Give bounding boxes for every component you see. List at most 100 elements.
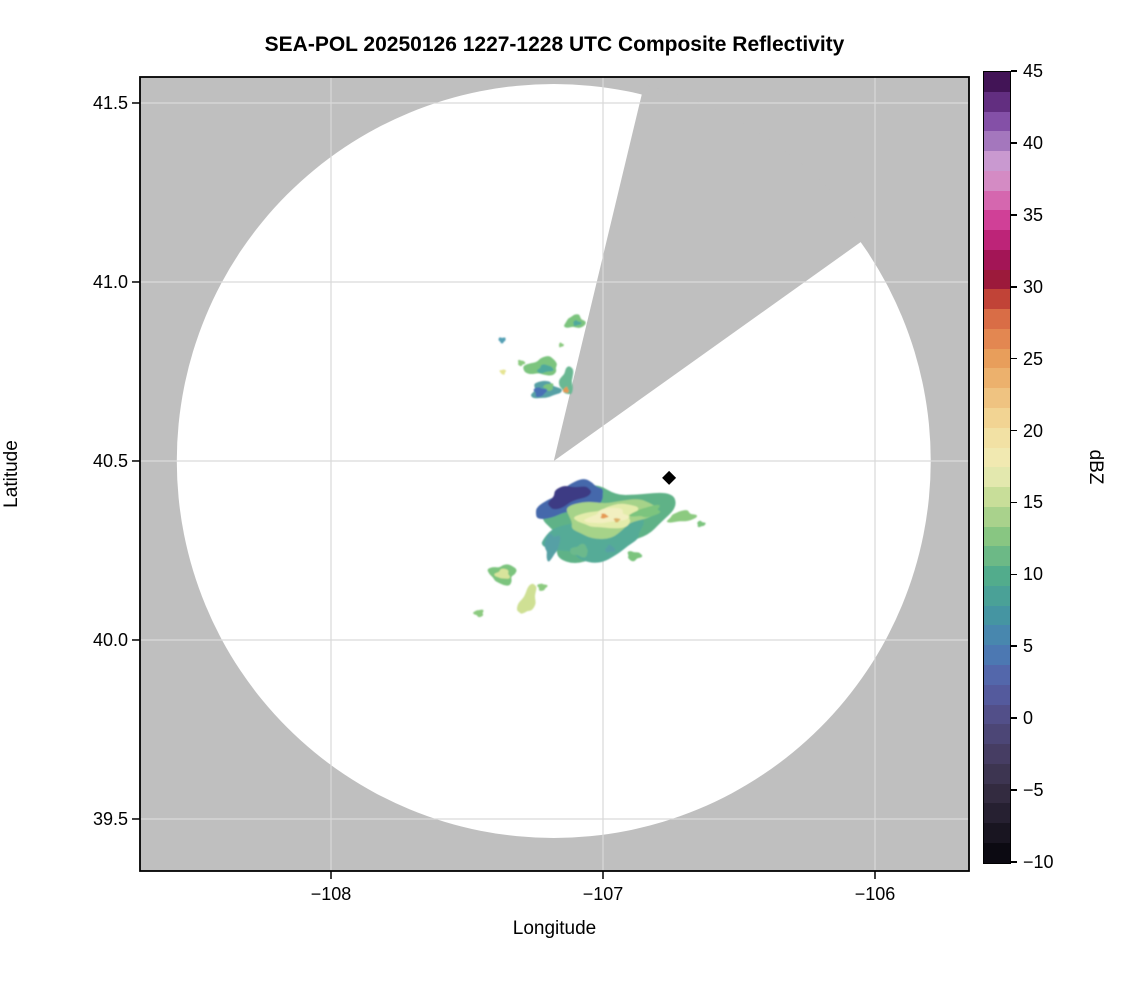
colorbar-band-21 xyxy=(984,487,1010,507)
echo-main-blob-orange-speck xyxy=(600,513,609,519)
x-tick-label-0: −108 xyxy=(310,884,352,904)
echo-east-dot xyxy=(697,520,706,528)
echo-south-bit-1 xyxy=(570,543,588,558)
echo-east-strip-a xyxy=(629,504,661,518)
colorbar-tick-mark-9 xyxy=(1011,717,1017,719)
colorbar-tick-mark-1 xyxy=(1011,142,1017,144)
colorbar-band-4 xyxy=(984,151,1010,171)
axes-frame xyxy=(139,76,970,872)
echo-sw-diagonal-strip xyxy=(516,583,537,614)
colorbar-band-13 xyxy=(984,328,1010,349)
colorbar-tick-label-7: 10 xyxy=(1023,564,1044,585)
echo-north-vert-strip xyxy=(558,366,574,395)
colorbar-band-25 xyxy=(984,566,1010,586)
colorbar-tick-mark-10 xyxy=(1011,789,1017,791)
colorbar-band-17 xyxy=(984,408,1010,428)
colorbar-band-36 xyxy=(984,783,1010,804)
colorbar-band-12 xyxy=(984,309,1010,329)
colorbar-band-6 xyxy=(984,190,1010,211)
colorbar-band-33 xyxy=(984,724,1010,745)
blocked-sector-wedge xyxy=(553,84,869,461)
colorbar-band-15 xyxy=(984,368,1010,389)
colorbar-band-9 xyxy=(984,249,1010,270)
colorbar-tick-label-11: −10 xyxy=(1023,852,1054,872)
colorbar-band-5 xyxy=(984,170,1010,191)
plot-title: SEA-POL 20250126 1227-1228 UTC Composite… xyxy=(264,33,845,56)
diamond-marker xyxy=(662,470,677,485)
colorbar-band-29 xyxy=(984,645,1010,665)
echo-main-blob-nw-purple xyxy=(548,485,592,510)
echo-sw-far-dot xyxy=(473,609,484,618)
y-tick-label-2: 40.5 xyxy=(92,450,128,471)
colorbar-band-18 xyxy=(984,427,1010,448)
colorbar-band-0 xyxy=(984,72,1010,92)
colorbar-tick-label-10: −5 xyxy=(1023,780,1044,801)
echo-main-blob-tan-speck xyxy=(613,518,621,523)
echo-north-bottom-blue xyxy=(533,387,547,398)
y-tick-label-0: 41.5 xyxy=(92,92,128,113)
colorbar-band-8 xyxy=(984,230,1010,250)
colorbar-tick-label-8: 5 xyxy=(1023,636,1034,657)
echo-north-bottom-green xyxy=(543,383,554,391)
y-tick-label-1: 41.0 xyxy=(92,271,128,292)
scan-layer xyxy=(140,77,969,871)
echo-south-bit-3 xyxy=(627,551,643,562)
colorbar-band-26 xyxy=(984,585,1010,606)
colorbar-band-22 xyxy=(984,506,1010,527)
colorbar-band-1 xyxy=(984,91,1010,112)
colorbar-band-34 xyxy=(984,744,1010,764)
echo-east-strip-b xyxy=(666,510,698,523)
colorbar-tick-label-4: 25 xyxy=(1023,348,1044,369)
echo-sw-blob-core xyxy=(494,568,510,579)
colorbar-tick-mark-7 xyxy=(1011,573,1017,576)
colorbar-tick-mark-11 xyxy=(1011,861,1017,863)
colorbar-band-39 xyxy=(984,842,1010,863)
echo-north-orange-pixel xyxy=(562,386,569,393)
colorbar-tick-mark-6 xyxy=(1011,501,1017,504)
y-tick-label-4: 39.5 xyxy=(92,808,128,829)
colorbar-tick-mark-5 xyxy=(1011,429,1017,432)
colorbar-band-28 xyxy=(984,625,1010,646)
colorbar-band-2 xyxy=(984,111,1010,132)
echo-north-tiny-dot xyxy=(559,342,564,348)
echo-north-yellow-dot xyxy=(499,369,507,375)
y-tick-label-3: 40.0 xyxy=(92,629,128,650)
colorbar xyxy=(983,71,1011,864)
colorbar-band-16 xyxy=(984,388,1010,409)
colorbar-band-23 xyxy=(984,526,1010,547)
colorbar-band-20 xyxy=(984,467,1010,488)
colorbar-band-11 xyxy=(984,289,1010,310)
colorbar-band-31 xyxy=(984,684,1010,705)
echo-sw-bit xyxy=(537,583,548,591)
colorbar-band-14 xyxy=(984,348,1010,369)
echo-south-bit-2 xyxy=(605,544,616,553)
colorbar-band-27 xyxy=(984,605,1010,626)
colorbar-tick-label-6: 15 xyxy=(1023,492,1044,513)
colorbar-tick-mark-3 xyxy=(1011,285,1017,288)
colorbar-band-24 xyxy=(984,546,1010,567)
x-tick-label-2: −106 xyxy=(854,884,896,904)
colorbar-tick-label-0: 45 xyxy=(1023,61,1044,81)
x-axis-label: Longitude xyxy=(512,918,597,939)
x-tick-label-1: −107 xyxy=(582,884,624,904)
echo-north-top-blob-core xyxy=(573,320,582,326)
colorbar-tick-label-9: 0 xyxy=(1023,708,1034,729)
colorbar-band-19 xyxy=(984,447,1010,468)
colorbar-tick-label-1: 40 xyxy=(1023,132,1044,153)
colorbar-tick-mark-4 xyxy=(1011,357,1017,360)
colorbar-band-30 xyxy=(984,664,1010,685)
colorbar-axis-label: dBZ xyxy=(1085,449,1106,484)
echo-south-strip-west xyxy=(544,533,561,562)
colorbar-tick-mark-8 xyxy=(1011,645,1017,648)
colorbar-tick-label-3: 30 xyxy=(1023,276,1044,297)
colorbar-tick-mark-0 xyxy=(1011,70,1017,72)
colorbar-band-3 xyxy=(984,131,1010,152)
reflectivity-echoes xyxy=(473,314,706,618)
echo-north-small-green xyxy=(517,359,526,367)
colorbar-band-35 xyxy=(984,763,1010,784)
echo-north-arc-teal xyxy=(536,364,554,374)
echo-north-west-dot xyxy=(498,337,506,344)
colorbar-band-38 xyxy=(984,823,1010,843)
